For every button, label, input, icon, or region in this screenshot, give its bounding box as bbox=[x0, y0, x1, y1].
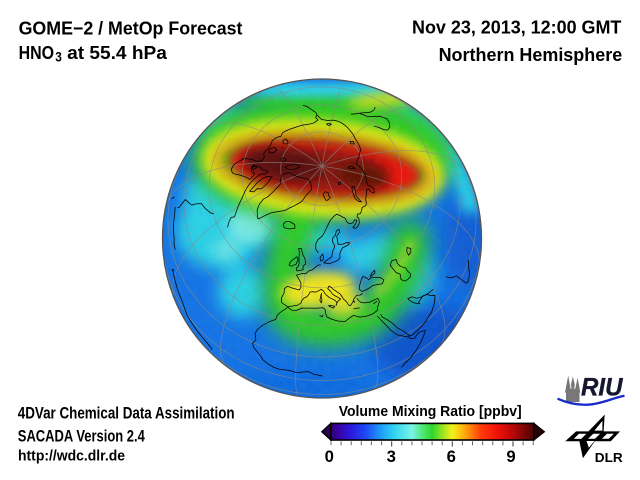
svg-text:3: 3 bbox=[55, 50, 62, 65]
svg-text:GOME−2 / MetOp Forecast: GOME−2 / MetOp Forecast bbox=[19, 18, 243, 39]
svg-text:Volume Mixing Ratio [ppbv]: Volume Mixing Ratio [ppbv] bbox=[339, 403, 522, 420]
svg-text:HNO: HNO bbox=[19, 42, 54, 63]
svg-text:9: 9 bbox=[506, 447, 515, 466]
svg-text:6: 6 bbox=[447, 447, 456, 466]
svg-text:at 55.4 hPa: at 55.4 hPa bbox=[67, 42, 168, 63]
svg-text:http://wdc.dlr.de: http://wdc.dlr.de bbox=[18, 448, 125, 464]
svg-text:0: 0 bbox=[325, 447, 334, 466]
svg-text:3: 3 bbox=[387, 447, 396, 466]
svg-text:Northern Hemisphere: Northern Hemisphere bbox=[439, 44, 623, 65]
svg-text:4DVar Chemical Data Assimilati: 4DVar Chemical Data Assimilation bbox=[18, 404, 235, 423]
svg-text:SACADA Version 2.4: SACADA Version 2.4 bbox=[18, 426, 146, 445]
svg-text:DLR: DLR bbox=[595, 450, 623, 465]
svg-text:Nov 23, 2013, 12:00 GMT: Nov 23, 2013, 12:00 GMT bbox=[412, 16, 622, 37]
